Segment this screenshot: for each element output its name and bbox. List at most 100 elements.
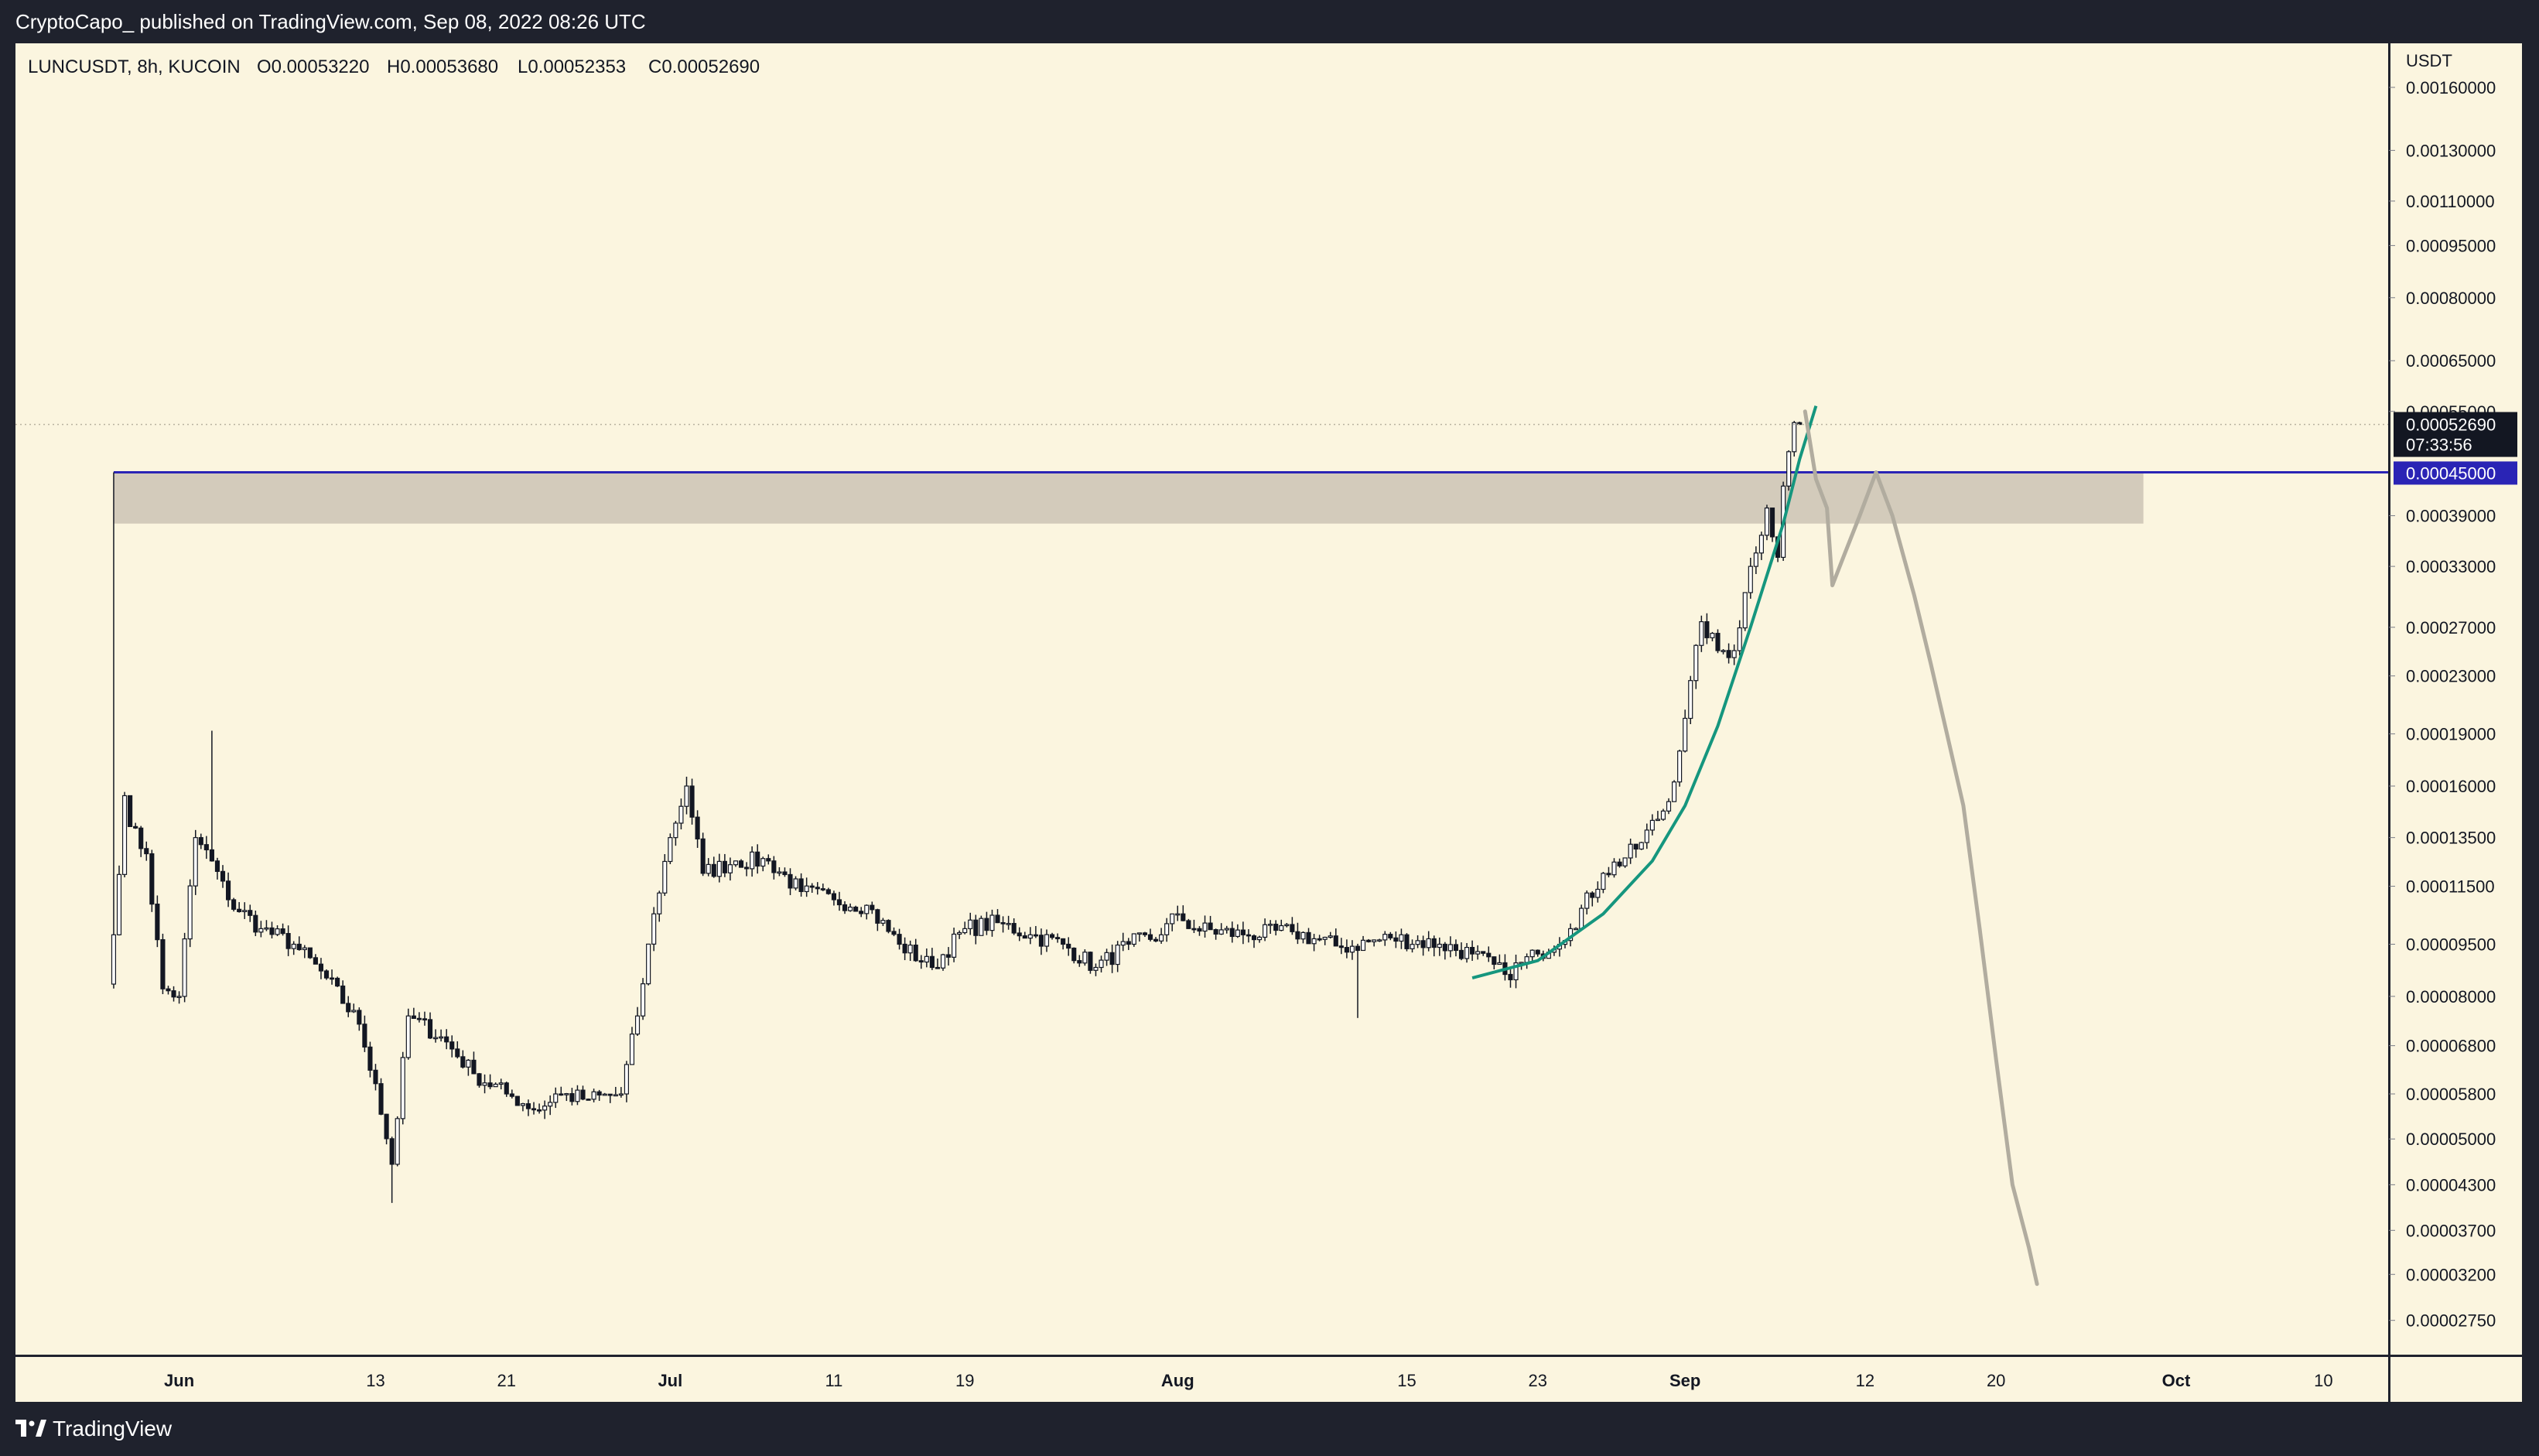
candle-body xyxy=(624,1064,629,1095)
candle-body xyxy=(1115,944,1120,966)
candle-body xyxy=(700,838,706,874)
candle-body xyxy=(116,873,122,935)
x-tick-label: 21 xyxy=(497,1371,516,1390)
candle-body xyxy=(1027,934,1033,939)
candle-body xyxy=(220,870,226,882)
candle-body xyxy=(750,851,755,870)
candle-body xyxy=(1338,945,1344,948)
candle-body xyxy=(1660,810,1666,820)
candle-body xyxy=(1710,633,1715,638)
candle-body xyxy=(1235,929,1240,938)
candle-body xyxy=(111,934,117,985)
candle-body xyxy=(138,827,144,849)
candle-body xyxy=(662,860,668,894)
ohlc-low: L0.00052353 xyxy=(518,56,626,77)
x-tick-label: Sep xyxy=(1669,1371,1700,1390)
candle-body xyxy=(1688,680,1693,719)
candle-body xyxy=(1737,627,1742,651)
candle-body xyxy=(329,977,335,980)
candle-body xyxy=(1273,924,1279,931)
candle-body xyxy=(531,1108,537,1111)
candle-body xyxy=(1213,929,1218,935)
candle-body xyxy=(1486,952,1492,958)
candle-body xyxy=(569,1093,575,1102)
candle-body xyxy=(280,928,285,935)
candle-body xyxy=(144,848,149,855)
candle-body xyxy=(1224,928,1229,931)
candle-body xyxy=(940,954,946,969)
candle-body xyxy=(1726,650,1731,658)
candle-body xyxy=(1366,939,1372,942)
candle-body xyxy=(1011,923,1017,934)
candle-body xyxy=(1758,535,1764,554)
candle-body xyxy=(455,1048,460,1058)
candle-body xyxy=(449,1041,455,1050)
chart-frame[interactable]: 0.00160000 0.00130000 0.00110000 0.00095000… xyxy=(15,43,2522,1402)
candle-body xyxy=(1044,934,1050,947)
candle-body xyxy=(477,1073,482,1086)
candle-body xyxy=(1377,939,1382,942)
annotations-layer xyxy=(15,405,2389,1287)
candle-body xyxy=(433,1037,439,1040)
candle-body xyxy=(875,909,880,924)
candle-body xyxy=(1022,935,1027,939)
candle-body xyxy=(809,885,815,888)
candle-body xyxy=(1672,781,1677,802)
candle-body xyxy=(171,990,176,998)
candle-body xyxy=(842,904,848,911)
candle-body xyxy=(641,983,646,1017)
candle-body xyxy=(1256,936,1263,941)
candle-body xyxy=(1470,947,1475,955)
candle-body xyxy=(924,955,929,963)
candle-body xyxy=(1666,801,1672,812)
candle-body xyxy=(815,887,820,890)
candle-body xyxy=(989,914,995,931)
candle-body xyxy=(1622,857,1628,866)
price-axis-panel xyxy=(2389,43,2522,1402)
candle-body xyxy=(231,899,237,910)
candle-body xyxy=(427,1019,433,1039)
candle-body xyxy=(302,947,307,951)
candle-body xyxy=(1049,934,1055,938)
candle-body xyxy=(1753,552,1758,567)
x-tick-label: 10 xyxy=(2314,1371,2332,1390)
candle-body xyxy=(149,853,155,905)
candle-body xyxy=(1306,931,1311,945)
candle-body xyxy=(253,914,258,933)
candle-body xyxy=(482,1082,487,1086)
candle-body xyxy=(373,1069,378,1085)
candle-body xyxy=(798,878,804,893)
footer-bar: TradingView xyxy=(0,1402,2539,1456)
candle-body xyxy=(553,1093,559,1103)
candle-body xyxy=(897,934,902,945)
candle-body xyxy=(1699,621,1704,646)
price-chart[interactable]: 0.00160000 0.00130000 0.00110000 0.00095000… xyxy=(15,43,2522,1402)
candle-body xyxy=(766,858,771,862)
y-tick-label: 0.00005800 xyxy=(2406,1085,2496,1104)
y-tick-label: 0.00160000 xyxy=(2406,78,2496,97)
candle-body xyxy=(1372,939,1377,942)
candle-body xyxy=(771,860,777,873)
x-tick-label: 12 xyxy=(1856,1371,1874,1390)
candle-body xyxy=(1300,931,1306,940)
candle-body xyxy=(493,1083,498,1088)
candle-body xyxy=(634,1015,641,1035)
candle-body xyxy=(258,928,264,933)
candle-body xyxy=(1611,861,1617,876)
candle-body xyxy=(1093,966,1099,971)
candle-body xyxy=(1077,960,1082,964)
y-tick-label: 0.00065000 xyxy=(2406,351,2496,371)
candle-body xyxy=(831,893,836,901)
candle-body xyxy=(918,960,924,963)
parabolic-curve xyxy=(1471,405,1818,980)
candle-body xyxy=(362,1024,367,1048)
candle-body xyxy=(1606,873,1611,876)
candle-body xyxy=(405,1015,411,1058)
y-tick-label: 0.00013500 xyxy=(2406,829,2496,848)
candle-body xyxy=(1349,945,1355,953)
y-tick-label: 0.00009500 xyxy=(2406,935,2496,954)
candle-body xyxy=(913,944,918,962)
candle-body xyxy=(1426,938,1431,948)
candle-body xyxy=(1006,923,1011,925)
tradingview-logo-icon xyxy=(15,1420,46,1437)
